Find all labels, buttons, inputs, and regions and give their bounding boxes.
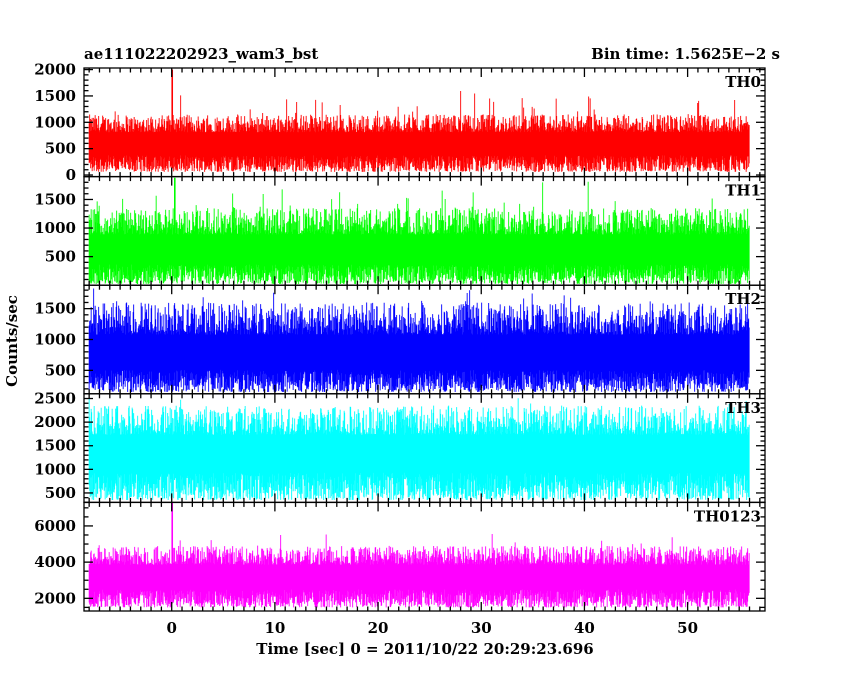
series-th1 <box>88 181 750 285</box>
panel-th1-data <box>88 177 750 285</box>
series-th2 <box>88 288 750 392</box>
series-th3 <box>88 398 750 501</box>
series-th0 <box>88 91 750 172</box>
y-tick-label: 1000 <box>34 113 76 131</box>
y-tick-label: 2000 <box>34 61 76 79</box>
y-tick-label: 2000 <box>34 589 76 607</box>
y-tick-label: 2500 <box>34 390 76 408</box>
y-tick-label: 1000 <box>34 460 76 478</box>
y-tick-label: 1500 <box>34 437 76 455</box>
y-tick-label: 1500 <box>34 300 76 318</box>
panel-name-th2: TH2 <box>725 290 761 308</box>
x-tick-label: 10 <box>264 619 285 637</box>
y-axis-label: Counts/sec <box>3 295 21 387</box>
panel-name-th3: TH3 <box>725 399 761 417</box>
panel-frame <box>83 501 766 612</box>
bin-time-label: Bin time: 1.5625E−2 s <box>591 45 780 63</box>
y-tick-label: 1000 <box>34 331 76 349</box>
panel-th3-data <box>88 398 750 501</box>
y-tick-label: 500 <box>45 140 76 158</box>
y-tick-label: 500 <box>45 361 76 379</box>
observation-id: ae111022202923_wam3_bst <box>84 45 318 63</box>
y-tick-label: 500 <box>45 248 76 266</box>
y-tick-label: 1500 <box>34 87 76 105</box>
panel-name-th0123: TH0123 <box>694 507 761 525</box>
panel-th0-data <box>88 69 750 172</box>
x-tick-label: 0 <box>166 619 176 637</box>
x-tick-label: 20 <box>368 619 389 637</box>
x-tick-label: 50 <box>677 619 698 637</box>
y-tick-label: 500 <box>45 484 76 502</box>
y-tick-label: 6000 <box>34 517 76 535</box>
y-tick-label: 2000 <box>34 413 76 431</box>
series-th0123 <box>88 534 750 608</box>
panel-th0123-data <box>88 502 750 608</box>
panel-name-th0: TH0 <box>725 73 761 91</box>
x-tick-label: 30 <box>471 619 492 637</box>
y-tick-label: 1500 <box>34 190 76 208</box>
x-axis-label: Time [sec] 0 = 2011/10/22 20:29:23.696 <box>256 640 593 658</box>
panel-th2-data <box>88 288 750 392</box>
y-tick-label: 1000 <box>34 219 76 237</box>
y-tick-label: 0 <box>66 166 76 184</box>
y-tick-label: 4000 <box>34 553 76 571</box>
panel-name-th1: TH1 <box>725 182 761 200</box>
x-tick-label: 40 <box>574 619 595 637</box>
